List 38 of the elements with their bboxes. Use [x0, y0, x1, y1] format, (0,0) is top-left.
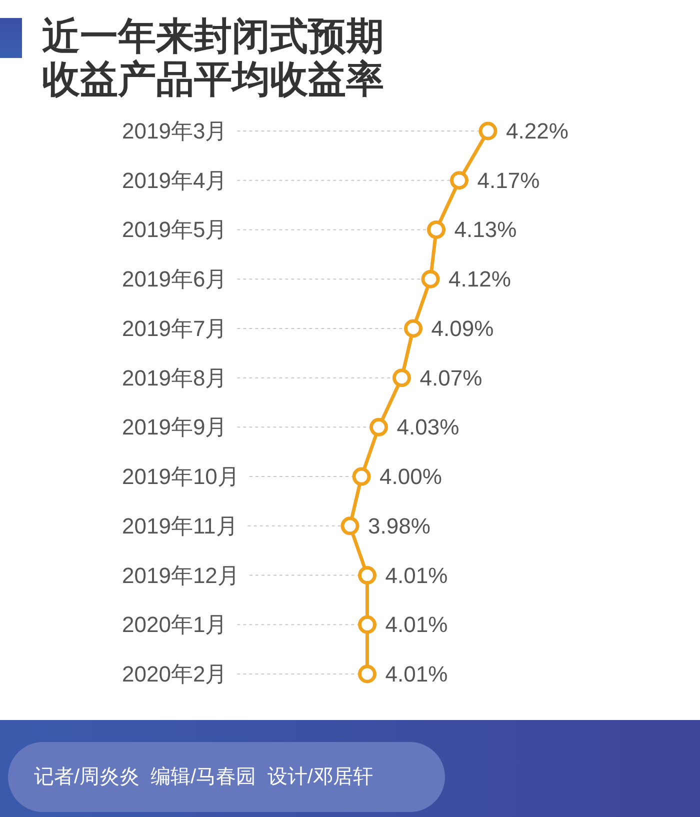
- point: [340, 516, 360, 536]
- y-tick-label: 2020年2月: [122, 662, 228, 686]
- data-label: 4.01%: [385, 662, 448, 686]
- y-tick-label: 2019年11月: [122, 513, 238, 538]
- data-label: 4.01%: [385, 562, 448, 588]
- data-label: 4.17%: [477, 168, 540, 193]
- y-tick-label: 2019年8月: [122, 365, 228, 390]
- point: [392, 368, 411, 388]
- y-tick-label: 2020年1月: [122, 612, 228, 638]
- data-label: 3.98%: [368, 513, 430, 538]
- y-tick-label: 2019年3月: [122, 118, 228, 144]
- point: [358, 566, 376, 585]
- data-label: 4.03%: [396, 414, 460, 440]
- y-tick-label: 2019年4月: [122, 168, 228, 193]
- data-label: 4.07%: [420, 365, 482, 390]
- point: [450, 171, 468, 190]
- data-label: 4.13%: [454, 217, 517, 242]
- y-tick-label: 2019年12月: [122, 562, 240, 588]
- point: [358, 615, 376, 634]
- data-label: 4.12%: [448, 266, 511, 292]
- point: [421, 270, 440, 288]
- point: [478, 122, 498, 140]
- point: [352, 467, 371, 486]
- data-label: 4.22%: [506, 118, 568, 144]
- y-tick-label: 2019年6月: [122, 266, 228, 292]
- title: 近一年来封闭式预期收益产品平均收益率: [42, 16, 385, 102]
- annotation: 记者/周炎炎 编辑/马春园 设计/邓居轩: [34, 765, 374, 790]
- point: [427, 220, 446, 239]
- data-label: 4.09%: [431, 316, 494, 341]
- y-tick-label: 2019年5月: [122, 217, 228, 242]
- data-label: 4.00%: [380, 464, 442, 490]
- point: [404, 319, 422, 338]
- y-tick-label: 2019年7月: [122, 316, 228, 341]
- point: [358, 664, 376, 684]
- data-label: 4.01%: [385, 612, 448, 638]
- point: [370, 418, 388, 436]
- y-tick-label: 2019年9月: [122, 414, 228, 440]
- y-tick-label: 2019年10月: [122, 464, 240, 490]
